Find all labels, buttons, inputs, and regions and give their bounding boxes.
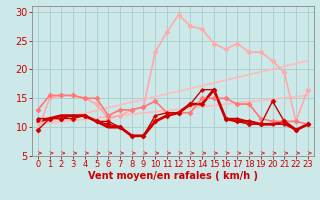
X-axis label: Vent moyen/en rafales ( km/h ): Vent moyen/en rafales ( km/h ) xyxy=(88,171,258,181)
